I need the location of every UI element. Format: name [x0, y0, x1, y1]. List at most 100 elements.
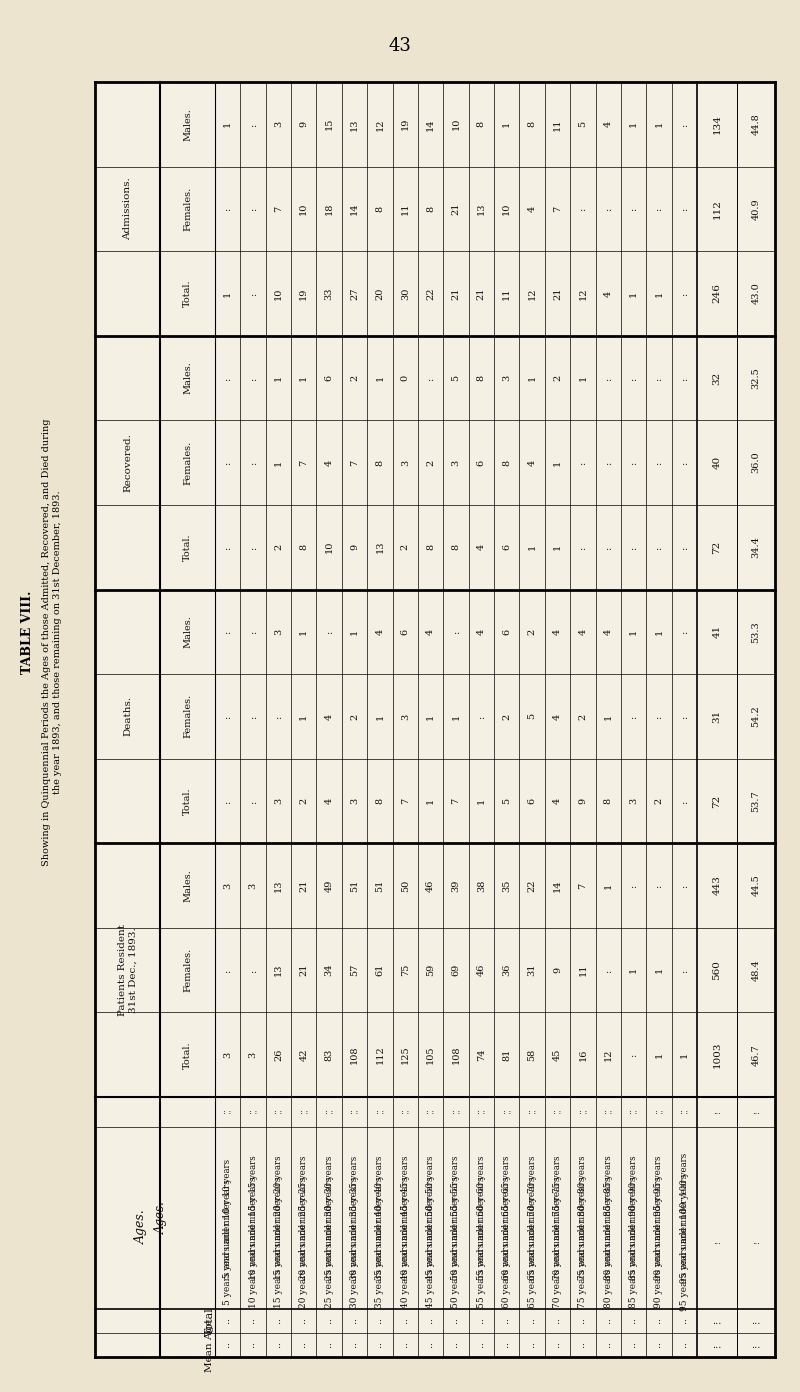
Text: 33: 33: [325, 287, 334, 299]
Text: 4: 4: [604, 121, 613, 128]
Text: 12: 12: [604, 1048, 613, 1061]
Text: 2: 2: [350, 374, 359, 381]
Text: : :: : :: [274, 1108, 282, 1116]
Text: 1: 1: [299, 629, 308, 635]
Text: 21: 21: [451, 287, 461, 299]
Text: 1: 1: [299, 713, 308, 720]
Text: :: :: [249, 969, 258, 972]
Text: Males.: Males.: [183, 615, 192, 649]
Text: 20 years and under 25 years: 20 years and under 25 years: [299, 1155, 308, 1281]
Text: 7: 7: [553, 206, 562, 212]
Text: :: :: [629, 884, 638, 887]
Text: : :: : :: [350, 1108, 358, 1116]
Text: 1: 1: [604, 883, 613, 888]
Text: :: :: [426, 376, 435, 380]
Text: Females.: Females.: [183, 695, 192, 739]
Text: :: :: [680, 292, 689, 295]
Text: :: :: [249, 376, 258, 380]
Text: 32: 32: [713, 372, 722, 384]
Text: : :: : :: [249, 1108, 258, 1116]
Text: 13: 13: [477, 203, 486, 216]
Text: :: :: [223, 546, 232, 548]
Text: 1: 1: [654, 291, 663, 296]
Text: 74: 74: [477, 1048, 486, 1061]
Text: 43: 43: [389, 38, 411, 56]
Text: 22: 22: [426, 287, 435, 299]
Text: :: :: [328, 1317, 330, 1325]
Text: 40.9: 40.9: [751, 198, 761, 220]
Text: 1: 1: [629, 291, 638, 296]
Text: 30: 30: [401, 287, 410, 299]
Text: 7: 7: [401, 798, 410, 805]
Text: 4: 4: [604, 629, 613, 635]
Text: 4: 4: [578, 629, 587, 635]
Text: ...: ...: [712, 1340, 722, 1349]
Text: 2: 2: [502, 713, 511, 720]
Text: 7: 7: [578, 883, 587, 888]
Text: :: :: [683, 1317, 686, 1325]
Text: 8: 8: [299, 544, 308, 550]
Text: 8: 8: [477, 121, 486, 127]
Text: 1: 1: [578, 374, 587, 381]
Text: 44.5: 44.5: [751, 874, 761, 896]
Text: 3: 3: [223, 883, 232, 888]
Text: 65 years and under 70 years: 65 years and under 70 years: [528, 1155, 537, 1281]
Text: 12: 12: [528, 287, 537, 299]
Text: :: :: [582, 1317, 584, 1325]
Text: 14: 14: [553, 880, 562, 892]
Text: :: :: [680, 631, 689, 633]
Text: 11: 11: [502, 287, 511, 299]
Text: 19: 19: [299, 287, 308, 299]
Text: :: :: [249, 292, 258, 295]
Text: :: :: [654, 461, 663, 465]
Text: 5: 5: [528, 713, 537, 720]
Text: :: :: [632, 1340, 635, 1349]
Text: 1: 1: [375, 374, 384, 381]
Text: ...: ...: [752, 1237, 760, 1246]
Text: 9: 9: [350, 544, 359, 550]
Text: : :: : :: [528, 1108, 536, 1116]
Text: 75 years and under 80 years: 75 years and under 80 years: [578, 1155, 587, 1281]
Text: :: :: [249, 714, 258, 718]
Text: :: :: [325, 631, 334, 633]
Text: 69: 69: [451, 965, 461, 976]
Text: 1: 1: [654, 967, 663, 973]
Text: 61: 61: [375, 963, 384, 976]
Text: 1: 1: [629, 967, 638, 973]
Text: 1: 1: [654, 121, 663, 128]
Text: :: :: [249, 631, 258, 633]
Text: 50: 50: [401, 880, 410, 892]
Text: 1: 1: [299, 374, 308, 381]
Text: 4: 4: [528, 206, 537, 212]
Text: : :: : :: [604, 1108, 612, 1116]
Text: 9: 9: [299, 121, 308, 127]
Text: 6: 6: [502, 544, 511, 550]
Text: 3: 3: [274, 629, 283, 635]
Text: :: :: [680, 461, 689, 465]
Text: : :: : :: [223, 1108, 232, 1116]
Text: :: :: [506, 1340, 508, 1349]
Text: 2: 2: [274, 544, 283, 550]
Text: 44.8: 44.8: [751, 113, 761, 135]
Text: :: :: [606, 1317, 610, 1325]
Text: 4: 4: [325, 713, 334, 720]
Text: 31: 31: [713, 710, 722, 722]
Text: :: :: [654, 884, 663, 887]
Text: 8: 8: [375, 206, 384, 212]
Text: 11: 11: [401, 203, 410, 216]
Text: 2: 2: [528, 629, 537, 635]
Text: :: :: [223, 461, 232, 465]
Text: 3: 3: [502, 374, 511, 381]
Text: :: :: [223, 714, 232, 718]
Text: :: :: [680, 884, 689, 887]
Text: :: :: [226, 1317, 229, 1325]
Text: :: :: [378, 1340, 382, 1349]
Text: 1: 1: [629, 121, 638, 128]
Text: 40: 40: [713, 457, 722, 469]
Text: : :: : :: [401, 1108, 410, 1116]
Text: Females.: Females.: [183, 440, 192, 484]
Text: :: :: [629, 376, 638, 380]
Text: :: :: [328, 1340, 330, 1349]
Text: 90 years and under 95 years: 90 years and under 95 years: [654, 1155, 663, 1281]
Text: :: :: [251, 1340, 254, 1349]
